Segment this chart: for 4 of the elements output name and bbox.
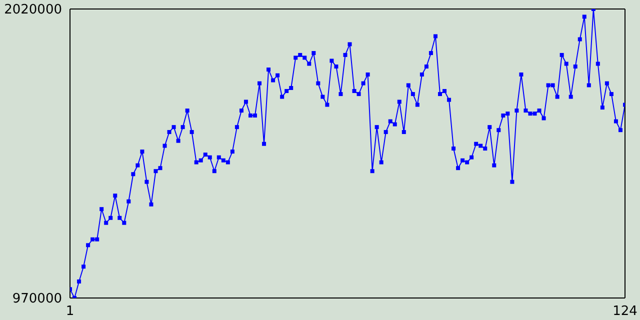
x-tick-label: 1 — [66, 304, 74, 320]
y-tick-label: 2020000 — [4, 2, 62, 18]
y-tick-label: 970000 — [12, 292, 62, 307]
x-tick-label: 124 — [612, 304, 638, 320]
